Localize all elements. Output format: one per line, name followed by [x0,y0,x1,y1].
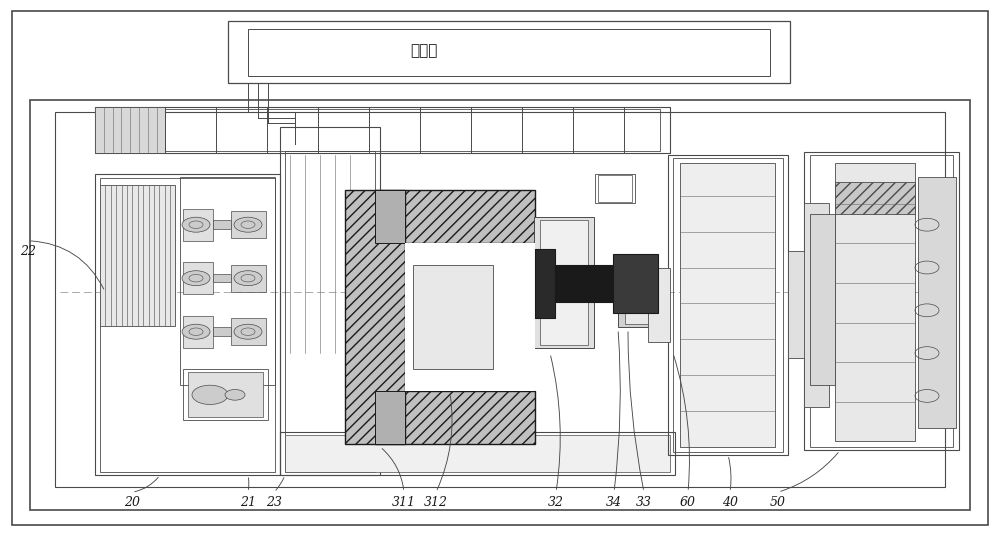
Bar [183,262,213,294]
Bar [534,217,594,348]
Bar [280,127,380,475]
Text: 21: 21 [240,496,256,509]
Text: 22: 22 [20,245,36,258]
Bar [231,211,266,238]
Bar [625,283,661,324]
FancyArrowPatch shape [614,332,620,490]
Bar [595,174,635,203]
FancyArrowPatch shape [729,457,731,490]
Text: 40: 40 [722,496,738,509]
Bar [375,391,535,444]
Bar [375,190,405,243]
Bar [598,175,632,202]
Bar [95,107,165,153]
Bar [183,369,268,420]
Bar [285,151,375,472]
FancyArrowPatch shape [628,332,643,490]
Bar [100,178,275,472]
Bar [413,265,493,369]
FancyArrowPatch shape [781,453,838,491]
FancyArrowPatch shape [31,241,104,289]
Circle shape [234,217,262,232]
Bar [188,372,263,417]
FancyArrowPatch shape [437,396,452,490]
Bar [613,254,658,313]
Text: 电控柜: 电控柜 [410,43,437,58]
Circle shape [192,385,228,404]
Bar [668,155,788,455]
Bar [540,220,588,345]
Bar [55,112,945,487]
Bar [835,163,915,441]
Bar [918,177,956,428]
Circle shape [626,280,644,289]
Text: 50: 50 [770,496,786,509]
Bar [345,190,405,444]
Bar [213,274,231,282]
Bar [231,265,266,292]
Bar [100,185,175,326]
Text: 33: 33 [636,496,652,509]
Circle shape [225,389,245,400]
Bar [810,214,835,385]
Bar [648,268,670,342]
Bar [375,391,405,444]
Bar [183,316,213,348]
Text: 32: 32 [548,496,564,509]
Text: 311: 311 [392,496,416,509]
Bar [95,174,280,475]
Bar [213,220,231,229]
Bar [618,279,668,327]
Bar [555,265,615,302]
FancyArrowPatch shape [135,477,158,492]
Circle shape [182,217,210,232]
Bar [680,163,775,447]
Bar [375,190,535,243]
Bar [788,251,813,358]
Text: 312: 312 [424,496,448,509]
Circle shape [234,271,262,286]
Bar [100,109,660,151]
Bar [835,182,915,214]
Bar [180,177,275,385]
FancyArrowPatch shape [551,356,560,490]
Bar [95,107,670,153]
Text: 23: 23 [266,496,282,509]
Bar [213,327,231,336]
Bar [804,203,829,407]
Bar [228,21,790,83]
Circle shape [182,271,210,286]
Bar [231,318,266,345]
Bar [285,435,670,472]
FancyArrowPatch shape [674,356,689,490]
Bar [673,158,783,452]
Text: 34: 34 [606,496,622,509]
Bar [280,432,675,475]
Circle shape [611,280,629,289]
Circle shape [234,324,262,339]
Circle shape [182,324,210,339]
Text: 60: 60 [680,496,696,509]
Bar [535,249,555,318]
Bar [248,29,770,76]
Bar [804,152,959,450]
Bar [405,243,535,391]
Bar [810,155,953,447]
FancyArrowPatch shape [276,478,284,490]
FancyArrowPatch shape [382,448,404,490]
Bar [183,209,213,241]
Bar [30,100,970,510]
Text: 20: 20 [124,496,140,509]
